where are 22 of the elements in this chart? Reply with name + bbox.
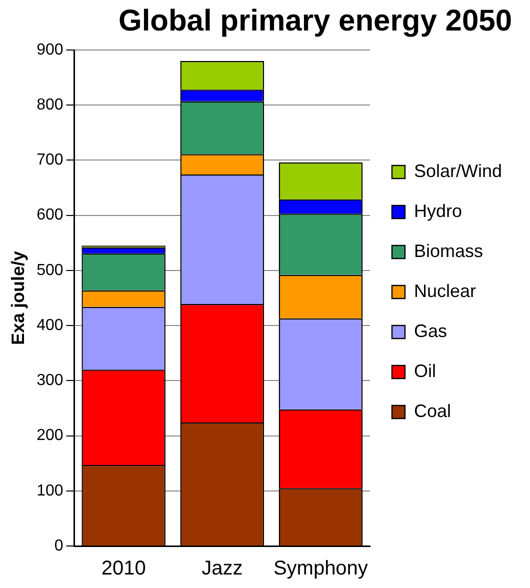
y-tick-label: 200 (36, 427, 64, 444)
y-tick-label: 300 (36, 372, 64, 390)
legend-label: Coal (414, 400, 451, 421)
y-tick-label: 700 (36, 152, 64, 169)
chart-title: Global primary energy 2050 (118, 4, 512, 38)
x-tick-label: Jazz (202, 558, 243, 580)
y-tick-label: 500 (36, 262, 64, 279)
y-tick-label: 0 (54, 537, 64, 554)
y-tick-label: 400 (36, 316, 64, 334)
x-tick-label: 2010 (101, 558, 146, 580)
y-tick-label: 100 (36, 482, 64, 500)
y-axis-title: Exa joule/y (8, 250, 28, 346)
legend-label: Gas (414, 320, 447, 341)
y-tick-label: 800 (36, 96, 64, 114)
legend-label: Oil (414, 360, 436, 381)
y-tick-label: 900 (36, 41, 64, 58)
legend-label: Nuclear (414, 280, 476, 301)
x-tick-label: Symphony (273, 558, 368, 580)
legend-label: Hydro (414, 200, 462, 221)
legend-label: Biomass (414, 240, 483, 261)
y-tick-label: 600 (36, 206, 64, 224)
legend-label: Solar/Wind (414, 160, 502, 181)
